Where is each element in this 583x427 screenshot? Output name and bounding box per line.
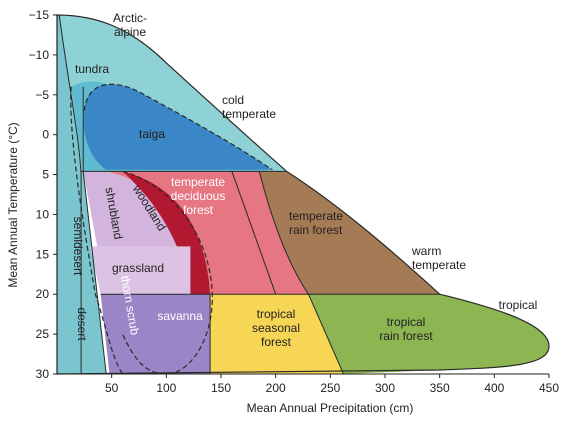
tropical-seasonal-forest-region xyxy=(210,294,344,374)
x-tick-label: 100 xyxy=(156,381,176,395)
dashed-tundra xyxy=(70,86,124,375)
biome-label-line: grassland xyxy=(112,261,164,275)
biome-label-line: rain forest xyxy=(379,329,433,343)
boundary-semidesert xyxy=(82,86,107,375)
biome-label-line: tropical xyxy=(257,307,296,321)
biome-label-line: Arctic- xyxy=(113,11,147,25)
biome-label-line: temperate xyxy=(222,107,276,121)
chart-outline xyxy=(56,14,550,375)
biome-label-cold-temperate: cold temperate xyxy=(222,93,276,121)
y-axis-title: Mean Annual Temperature (°C) xyxy=(6,122,20,287)
y-tick-label: 0 xyxy=(42,128,49,142)
y-tick-label: 30 xyxy=(36,367,50,381)
temperate-deciduous-forest-region xyxy=(106,171,309,295)
x-tick-label: 300 xyxy=(375,381,395,395)
dashed-taiga xyxy=(83,83,273,171)
biome-label-line: deciduous xyxy=(171,189,226,203)
biome-label-line: alpine xyxy=(114,25,146,39)
biome-label-desert: desert xyxy=(75,307,89,341)
biome-label-line: temperate xyxy=(289,209,343,223)
dashed-woodland xyxy=(122,170,213,375)
biome-boundaries xyxy=(56,14,550,375)
boundary-deciduous-rain xyxy=(231,171,277,295)
x-tick-label: 350 xyxy=(430,381,450,395)
boundary-trop-rain xyxy=(308,293,344,375)
boundary-desert xyxy=(58,14,82,374)
y-tick-label: 20 xyxy=(36,287,50,301)
biome-label-line: tundra xyxy=(75,62,109,76)
y-tick-label: 5 xyxy=(42,168,49,182)
biome-label-line: forest xyxy=(183,203,214,217)
x-tick-label: 150 xyxy=(211,381,231,395)
x-tick-label: 200 xyxy=(266,381,286,395)
axes: 50 100 150 200 250 300 350 400 450 −15 −10 −5 0 5 10 15… xyxy=(29,8,560,395)
y-tick-label: −10 xyxy=(29,48,50,62)
biome-label-taiga: taiga xyxy=(139,127,165,141)
grassland-region xyxy=(89,246,191,295)
biome-label-line: desert xyxy=(75,307,89,341)
biome-label-tropical-seasonal-forest: tropical seasonal forest xyxy=(252,307,300,349)
biome-label-temperate-rain-forest: temperate rain forest xyxy=(289,209,343,237)
boundary-deciduous xyxy=(258,171,309,295)
biome-label-line: cold xyxy=(222,93,244,107)
biome-label-warm-temperate: warm temperate xyxy=(411,244,466,272)
x-tick-label: 50 xyxy=(105,381,119,395)
y-tick-label: 25 xyxy=(36,327,50,341)
y-tick-label: 15 xyxy=(36,247,50,261)
biome-label-savanna: savanna xyxy=(157,309,203,323)
biome-label-line: warm xyxy=(411,244,441,258)
biome-label-line: forest xyxy=(261,335,292,349)
x-tick-label: 400 xyxy=(484,381,504,395)
y-tick-label: 10 xyxy=(36,207,50,221)
taiga-region xyxy=(83,84,273,170)
y-tick-label: −15 xyxy=(29,8,50,22)
biome-label-line: temperate xyxy=(412,258,466,272)
y-tick-label: −5 xyxy=(35,88,49,102)
biome-label-line: seasonal xyxy=(252,321,300,335)
biome-label-arctic-alpine: Arctic-alpine xyxy=(113,11,147,39)
biome-label-line: temperate xyxy=(171,175,225,189)
biome-label-line: rain forest xyxy=(289,223,343,237)
biome-label-tundra: tundra xyxy=(75,62,109,76)
x-axis-title: Mean Annual Precipitation (cm) xyxy=(247,401,414,415)
semidesert-region xyxy=(67,86,107,375)
biome-label-tropical: tropical xyxy=(499,298,538,312)
tropical-rain-forest-region xyxy=(308,294,549,374)
biome-regions xyxy=(57,15,549,375)
biome-label-line: tropical xyxy=(387,315,426,329)
x-tick-label: 450 xyxy=(539,381,559,395)
biome-label-line: taiga xyxy=(139,127,165,141)
biome-label-line: semidesert xyxy=(71,217,85,276)
x-tick-label: 250 xyxy=(320,381,340,395)
savanna-region xyxy=(100,294,211,374)
biome-label-tropical-rain-forest: tropical rain forest xyxy=(379,315,433,343)
biome-label-temperate-deciduous-forest: temperate deciduous forest xyxy=(171,175,226,217)
biome-label-grassland: grassland xyxy=(112,261,164,275)
biome-label-line: tropical xyxy=(499,298,538,312)
biome-label-line: savanna xyxy=(157,309,203,323)
biome-label-semidesert: semidesert xyxy=(71,217,85,276)
